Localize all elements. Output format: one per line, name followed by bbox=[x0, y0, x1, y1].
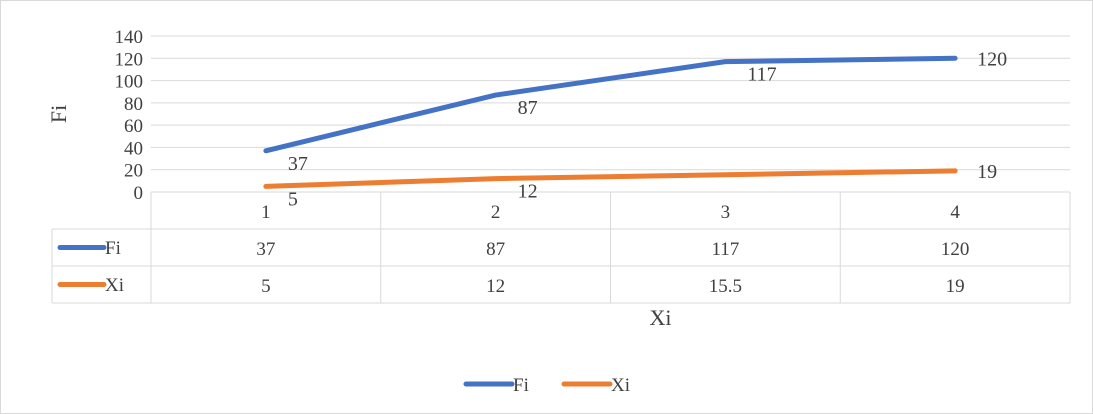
y-axis-label: Fi bbox=[46, 105, 71, 123]
data-label: 12 bbox=[518, 181, 538, 203]
x-tick-label: 3 bbox=[721, 202, 731, 223]
y-tick-label: 80 bbox=[124, 94, 143, 115]
table-cell: 5 bbox=[261, 276, 271, 297]
table-cell: 12 bbox=[486, 276, 505, 297]
y-tick-label: 40 bbox=[124, 138, 143, 159]
table-series-name: Xi bbox=[105, 275, 124, 296]
table-cell: 37 bbox=[256, 239, 275, 260]
legend-entry: Fi bbox=[513, 375, 529, 396]
legend-entry: Xi bbox=[611, 375, 630, 396]
table-series-name: Fi bbox=[105, 238, 121, 259]
series-lines bbox=[263, 55, 958, 189]
data-label: 87 bbox=[518, 97, 538, 119]
data-labels: 37 87 117 120 5 12 19 bbox=[288, 48, 1007, 210]
series-line-fi bbox=[263, 55, 958, 154]
y-tick-label: 60 bbox=[124, 116, 143, 137]
series-line-xi bbox=[263, 168, 958, 189]
y-tick-label: 100 bbox=[115, 72, 144, 93]
x-axis-label: Xi bbox=[650, 305, 672, 330]
data-label: 117 bbox=[747, 64, 776, 86]
x-tick-label: 1 bbox=[261, 202, 271, 223]
data-label: 5 bbox=[288, 188, 298, 210]
table-cell: 120 bbox=[941, 239, 970, 260]
table-cell: 19 bbox=[946, 276, 965, 297]
data-label: 37 bbox=[288, 153, 308, 175]
table-cell: 87 bbox=[486, 239, 505, 260]
legend: Fi Xi bbox=[463, 375, 630, 396]
y-tick-label: 0 bbox=[134, 183, 144, 204]
data-label: 19 bbox=[977, 161, 997, 183]
table-cell: 15.5 bbox=[709, 276, 742, 297]
y-tick-label: 20 bbox=[124, 161, 143, 182]
y-tick-label: 120 bbox=[115, 49, 144, 70]
y-tick-label: 140 bbox=[115, 27, 144, 48]
x-tick-label: 2 bbox=[491, 202, 501, 223]
x-tick-label: 4 bbox=[950, 202, 960, 223]
table-cell: 117 bbox=[711, 239, 739, 260]
data-label: 120 bbox=[977, 48, 1007, 70]
